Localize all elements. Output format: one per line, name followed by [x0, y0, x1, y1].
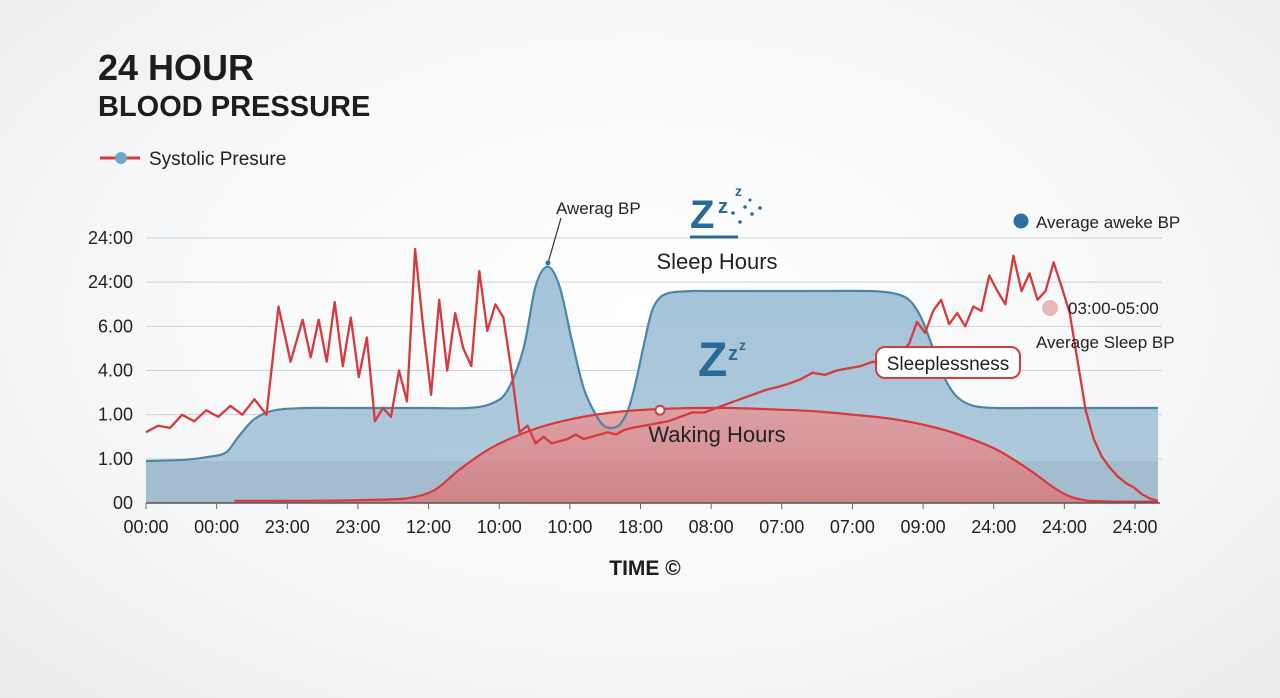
waking-bp-area [234, 407, 1159, 503]
x-tick-label: 18:00 [618, 517, 663, 537]
y-axis-ticks: 24:00 24:00 6.00 4.00 1.00 1.00 00 [88, 228, 133, 513]
sleep-hours-label: Sleep Hours [656, 249, 777, 274]
x-tick-label: 24:00 [971, 517, 1016, 537]
areas [146, 266, 1159, 503]
x-tick-label: 23:00 [265, 517, 310, 537]
lines [145, 247, 1159, 503]
systolic-line [145, 247, 1159, 502]
x-tick-label: 07:00 [830, 517, 875, 537]
legend-systolic-label: Systolic Presure [149, 149, 286, 170]
average-bp-label: Awerag BP [556, 199, 641, 218]
x-tick-label: 00:00 [123, 517, 168, 537]
x-axis-title: TIME © [609, 557, 681, 580]
zzz-sleep-icon: Z z z [690, 183, 762, 239]
x-tick-label: 09:00 [901, 517, 946, 537]
sleep-window-label: 03:00-05:00 [1068, 299, 1159, 318]
x-tick-label: 24:00 [1112, 517, 1157, 537]
x-axis-ticks: 00:00 00:00 23:00 23:00 12:00 10:00 10:00 18:00… [123, 503, 1158, 537]
systolic-peak-marker [654, 404, 666, 416]
waking-hours-label: Waking Hours [648, 422, 785, 447]
chart-title: 24 HOUR [98, 47, 254, 88]
x-tick-label: 00:00 [194, 517, 239, 537]
annotation-average-bp: Awerag BP [545, 199, 641, 266]
zzz-sleep-icon-small: Z z z [698, 334, 746, 387]
x-tick-label: 24:00 [1042, 517, 1087, 537]
right-legend: Average aweke BP 03:00-05:00 Average Sle… [1013, 213, 1180, 352]
y-tick-label: 1.00 [98, 449, 133, 469]
chart-subtitle: BLOOD PRESSURE [98, 91, 370, 123]
svg-text:z: z [718, 196, 728, 218]
average-bp-point [545, 260, 551, 266]
x-tick-label: 10:00 [547, 517, 592, 537]
average-awake-dot [1013, 213, 1029, 229]
sleeplessness-badge: Sleeplessness [875, 346, 1021, 379]
legend-systolic-marker [115, 152, 127, 164]
x-tick-label: 23:00 [335, 517, 380, 537]
svg-text:Z: Z [690, 193, 714, 237]
svg-text:z: z [739, 337, 746, 353]
y-tick-label: 00 [113, 493, 133, 513]
svg-text:z: z [735, 183, 742, 199]
average-awake-label: Average aweke BP [1036, 213, 1180, 232]
y-tick-label: 1.00 [98, 405, 133, 425]
average-bp-pointer [547, 217, 562, 264]
y-tick-label: 6.00 [98, 316, 133, 336]
sleep-window-dot [1042, 300, 1058, 316]
svg-text:Z: Z [698, 334, 727, 387]
y-tick-label: 24:00 [88, 272, 133, 292]
waking-bp-line [234, 406, 1158, 503]
legend: Systolic Presure [100, 149, 286, 170]
x-tick-label: 12:00 [406, 517, 451, 537]
x-tick-label: 10:00 [477, 517, 522, 537]
svg-text:z: z [728, 343, 738, 365]
y-tick-label: 24:00 [88, 228, 133, 248]
sleeplessness-label: Sleeplessness [887, 354, 1010, 375]
x-tick-label: 07:00 [759, 517, 804, 537]
sleeplessness-box [875, 346, 1021, 379]
x-tick-label: 08:00 [689, 517, 734, 537]
y-tick-label: 4.00 [98, 361, 133, 381]
average-bp-line [145, 265, 1158, 463]
average-sleep-label: Average Sleep BP [1036, 333, 1175, 352]
